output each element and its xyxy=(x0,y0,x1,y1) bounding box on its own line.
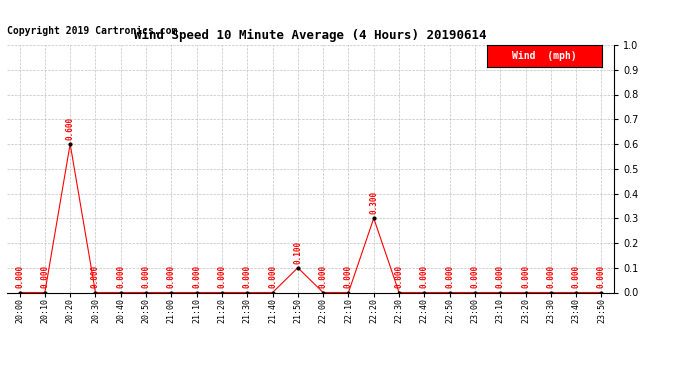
Text: 0.000: 0.000 xyxy=(546,265,555,288)
Text: Copyright 2019 Cartronics.com: Copyright 2019 Cartronics.com xyxy=(7,26,177,36)
Text: 0.000: 0.000 xyxy=(395,265,404,288)
Text: 0.000: 0.000 xyxy=(243,265,252,288)
Text: 0.000: 0.000 xyxy=(141,265,150,288)
Text: 0.000: 0.000 xyxy=(192,265,201,288)
Text: 0.000: 0.000 xyxy=(167,265,176,288)
Text: 0.000: 0.000 xyxy=(319,265,328,288)
Text: 0.000: 0.000 xyxy=(420,265,429,288)
Text: 0.300: 0.300 xyxy=(369,191,378,214)
Text: 0.100: 0.100 xyxy=(293,240,302,264)
Text: 0.000: 0.000 xyxy=(344,265,353,288)
Text: 0.000: 0.000 xyxy=(15,265,24,288)
Text: 0.000: 0.000 xyxy=(40,265,50,288)
Text: 0.000: 0.000 xyxy=(571,265,581,288)
Text: 0.000: 0.000 xyxy=(116,265,126,288)
Text: 0.000: 0.000 xyxy=(471,265,480,288)
Title: Wind Speed 10 Minute Average (4 Hours) 20190614: Wind Speed 10 Minute Average (4 Hours) 2… xyxy=(135,29,486,42)
Text: 0.000: 0.000 xyxy=(217,265,226,288)
Text: 0.000: 0.000 xyxy=(495,265,505,288)
Text: 0.000: 0.000 xyxy=(268,265,277,288)
Text: 0.000: 0.000 xyxy=(521,265,530,288)
Text: 0.000: 0.000 xyxy=(445,265,454,288)
Text: 0.000: 0.000 xyxy=(91,265,100,288)
Text: 0.600: 0.600 xyxy=(66,117,75,140)
Text: 0.000: 0.000 xyxy=(597,265,606,288)
